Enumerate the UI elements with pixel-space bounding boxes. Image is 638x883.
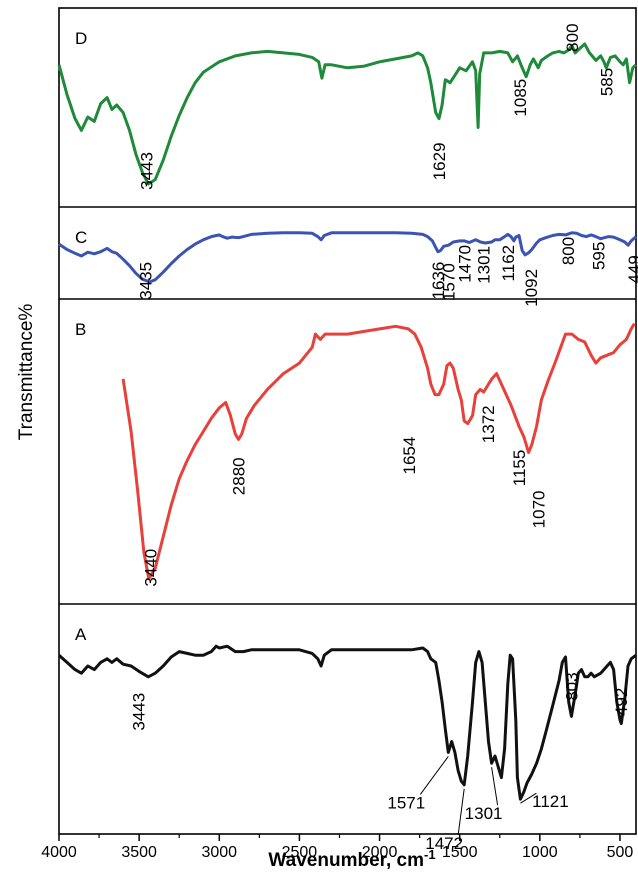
x-tick-label: 2000 [362, 844, 398, 861]
peak-label: 3443 [129, 693, 148, 731]
x-axis: 4000 3500 3000 2500 2000 1500 1000 500 [41, 834, 633, 861]
peak-label: 1162 [499, 245, 518, 282]
peak-label: 803 [562, 672, 581, 700]
spectrum-d [57, 42, 638, 186]
peak-label: 1570 [439, 263, 458, 301]
x-tick-label: 3000 [201, 844, 237, 861]
panel-letter-d: D [75, 29, 87, 48]
peak-label: 1092 [522, 269, 541, 307]
peak-label: 585 [597, 68, 616, 96]
peak-label: 1301 [475, 246, 494, 284]
peak-label: 1155 [510, 450, 529, 487]
peak-label: 3443 [137, 152, 156, 190]
peak-label: 492 [612, 688, 631, 716]
spectrum-b [121, 322, 636, 581]
peak-label: 1470 [456, 245, 475, 283]
peak-label: 1301 [465, 804, 503, 823]
peak-label: 449 [625, 255, 638, 283]
panel-letter-a: A [75, 625, 87, 644]
peak-label: 1372 [479, 405, 498, 443]
x-axis-label: Wavenumber, cm-1 [268, 847, 435, 871]
x-tick-label: 2500 [282, 844, 318, 861]
peak-label: 1070 [530, 491, 549, 529]
panel-frames [58, 7, 637, 835]
peak-arrow [419, 756, 449, 795]
peak-label: 1472 [425, 834, 463, 853]
peak-label: 3435 [137, 262, 156, 300]
x-tick-label: 1500 [442, 844, 478, 861]
panel-letter-b: B [75, 320, 86, 339]
x-tick-label: 4000 [41, 844, 77, 861]
x-axis-label-text: Wavenumber, cm [268, 850, 424, 871]
x-tick-label: 500 [607, 844, 634, 861]
peak-arrow [520, 792, 537, 804]
peak-label: 595 [590, 242, 609, 270]
peak-label: 800 [563, 23, 582, 51]
peak-label: 3440 [142, 549, 161, 587]
x-tick-label: 1000 [522, 844, 558, 861]
spectrum-c [58, 231, 638, 284]
peak-label: 1571 [387, 793, 425, 812]
spectrum-a [57, 644, 637, 801]
peak-label: 1654 [400, 437, 419, 475]
peak-arrow [457, 788, 465, 835]
spectra-curves [57, 42, 638, 801]
x-axis-label-superscript: -1 [424, 847, 436, 862]
peak-label: 800 [559, 237, 578, 265]
panel-letter-c: C [75, 228, 87, 247]
peak-label: 2880 [230, 457, 249, 495]
plot-frame [58, 7, 637, 835]
peak-arrow [491, 767, 499, 806]
peak-label: 1085 [511, 79, 530, 117]
x-tick-label: 3500 [121, 844, 157, 861]
y-axis-label: Transmittance% [16, 304, 37, 441]
peak-label: 1121 [532, 792, 569, 811]
peak-label: 1629 [430, 142, 449, 180]
peak-label: 1636 [429, 262, 448, 300]
